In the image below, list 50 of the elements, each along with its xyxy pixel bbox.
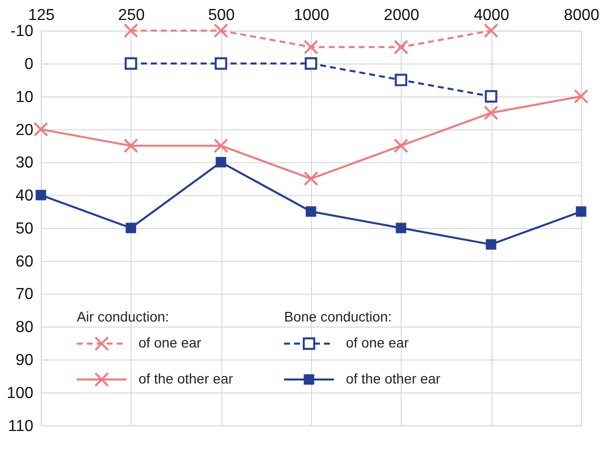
point: [484, 23, 498, 38]
point: [394, 40, 408, 54]
y-tick-label: 80: [16, 319, 34, 336]
x-tick-label: 125: [28, 7, 55, 24]
point: [36, 190, 46, 200]
point: [216, 156, 226, 168]
point: [214, 23, 228, 38]
x-tick-label: 8000: [564, 7, 600, 24]
y-tick-label: 60: [16, 253, 34, 270]
y-tick-label: 90: [16, 352, 34, 370]
x-tick-label: 1000: [294, 7, 330, 24]
legend-label: of one ear: [138, 334, 202, 351]
x-tick-label: 500: [208, 7, 235, 24]
y-tick-label: 40: [16, 188, 34, 205]
point: [486, 239, 496, 250]
point: [124, 57, 138, 70]
point: [394, 74, 408, 86]
point: [126, 222, 136, 234]
y-tick-label: 10: [16, 88, 34, 106]
y-tick-label: 30: [16, 154, 34, 172]
x-tick-label: 2000: [384, 7, 420, 24]
y-tick-label: 20: [16, 122, 34, 139]
point: [34, 122, 48, 137]
point: [214, 138, 228, 154]
point: [396, 222, 406, 234]
x-tick-label: 250: [118, 7, 145, 24]
y-tick-label: 110: [8, 418, 34, 435]
y-tick-label: 50: [16, 220, 34, 238]
y-tick-label: 0: [24, 56, 34, 73]
point: [124, 23, 138, 38]
point: [304, 40, 318, 54]
legend-label: of one ear: [346, 334, 409, 351]
point: [304, 171, 318, 186]
point: [574, 89, 588, 104]
point: [124, 138, 138, 154]
y-tick-label: -10: [10, 23, 34, 40]
point: [394, 138, 408, 154]
point: [484, 90, 498, 103]
point: [304, 57, 318, 70]
point: [576, 206, 586, 217]
point: [214, 57, 228, 70]
x-tick-label: 4000: [474, 7, 510, 24]
point: [306, 206, 316, 217]
legend-label: of the other ear: [138, 370, 234, 386]
annotation: Bone conduction:: [284, 308, 392, 325]
y-tick-label: 70: [16, 286, 34, 304]
y-tick-label: 100: [6, 384, 34, 402]
point: [484, 106, 498, 120]
annotation: Air conduction:: [76, 308, 169, 325]
legend-label: of the other ear: [346, 370, 441, 386]
